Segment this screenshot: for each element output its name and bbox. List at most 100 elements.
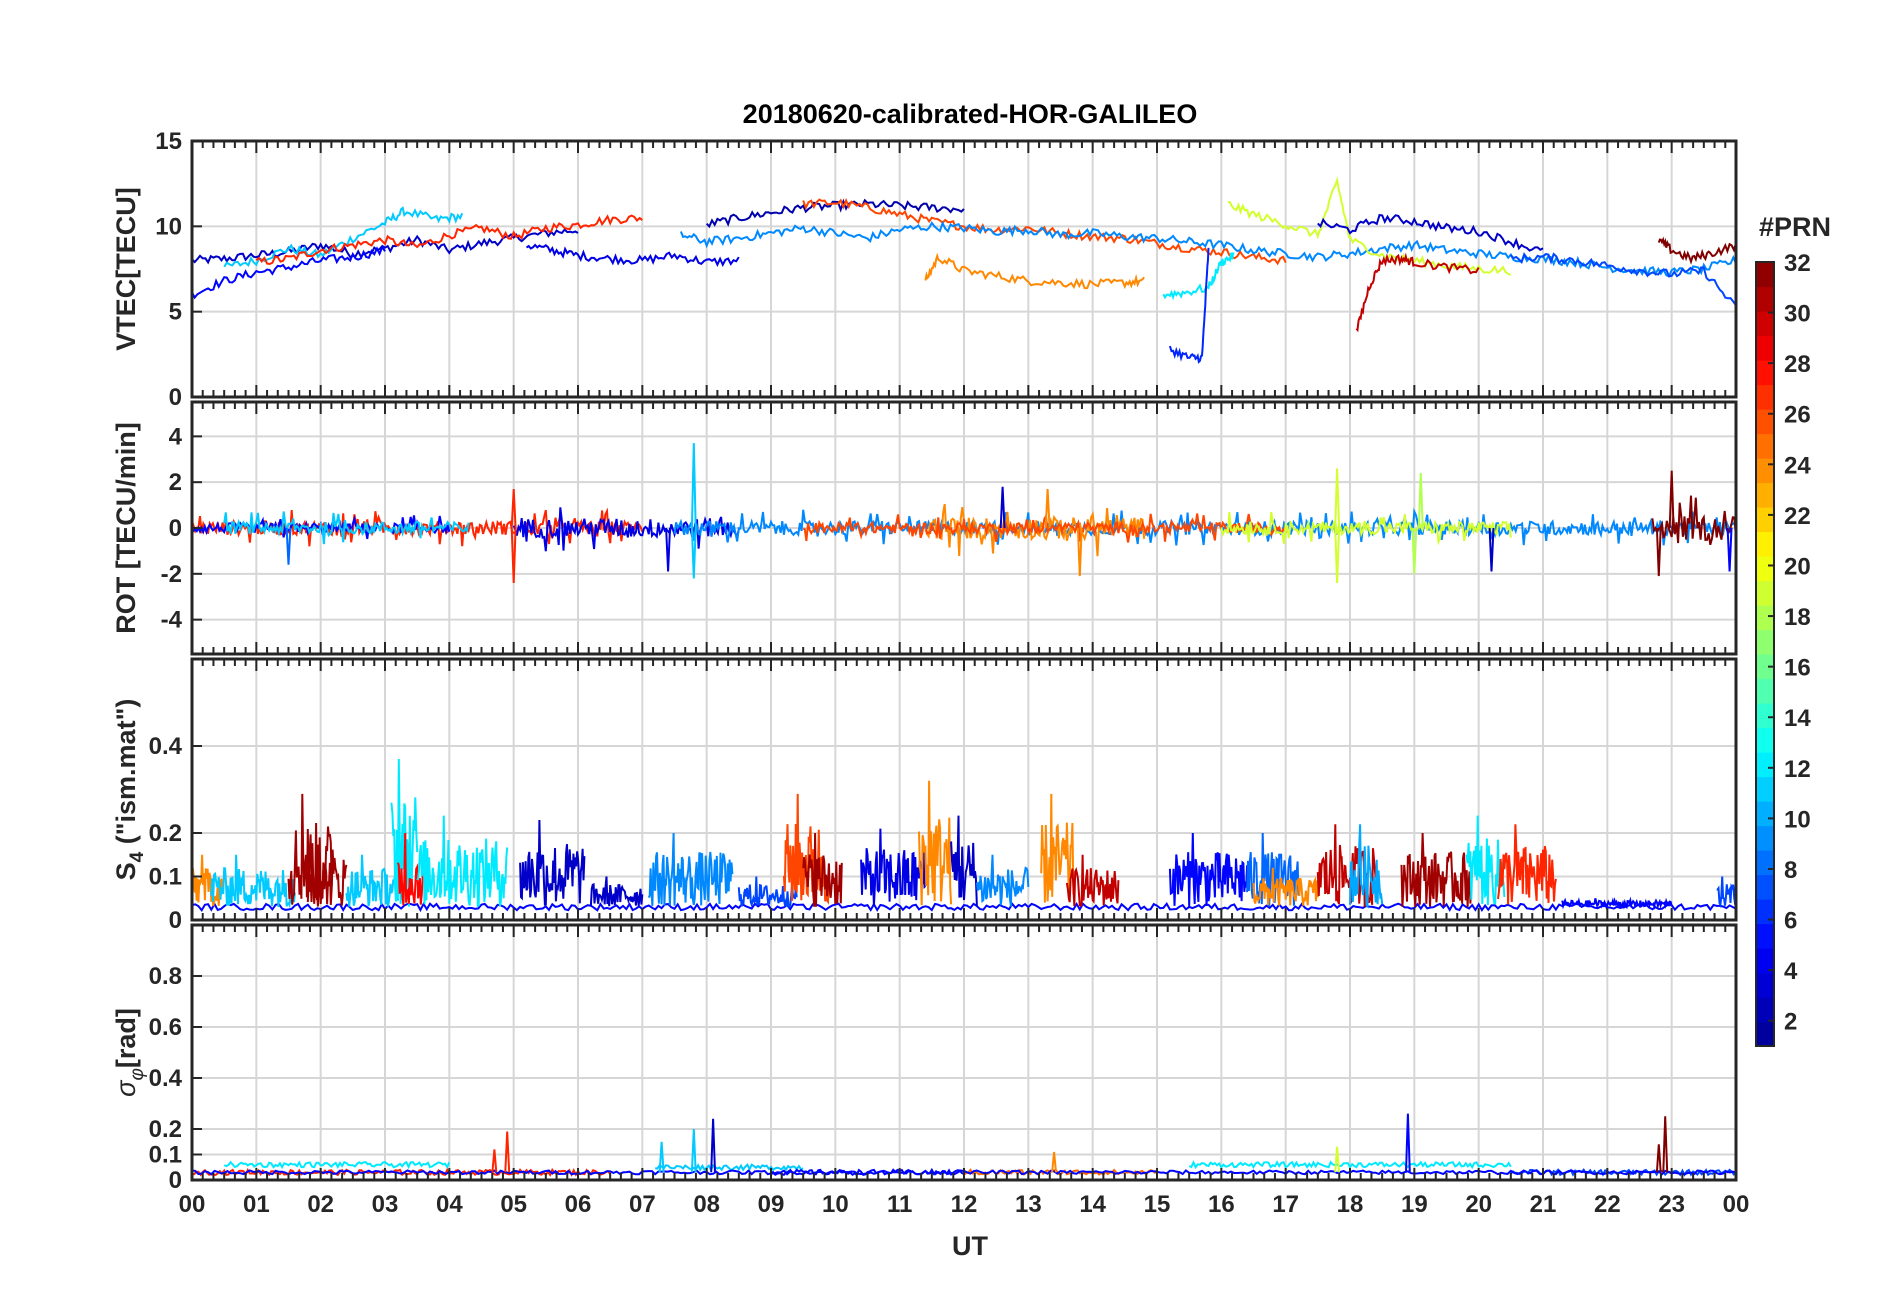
colorbar-tick-label: 18	[1784, 604, 1811, 631]
y-tick-label: -2	[161, 561, 182, 588]
x-tick-label: 17	[1272, 1191, 1299, 1218]
x-tick-label: 01	[243, 1191, 270, 1218]
y-axis-label: σφ[rad]	[111, 1008, 148, 1097]
series-line	[1716, 876, 1736, 909]
spike	[1488, 527, 1495, 572]
colorbar-segment	[1756, 556, 1774, 582]
spike	[710, 1118, 716, 1173]
sigma-phi-panel: 00.10.2 0.4 0.6 0.8σφ[rad]	[111, 923, 1738, 1194]
series-line	[306, 837, 348, 907]
spike	[504, 1131, 511, 1173]
series-line	[924, 252, 1145, 290]
grid	[192, 925, 1736, 1180]
spike	[510, 489, 517, 529]
spike	[1726, 527, 1733, 572]
spike	[1334, 1146, 1341, 1173]
spike	[1044, 489, 1051, 529]
series-line	[525, 243, 740, 267]
colorbar-segment	[1756, 605, 1774, 631]
series-line	[1465, 815, 1506, 906]
y-tick-label: 0.4	[149, 1065, 183, 1092]
series-line	[860, 828, 927, 907]
x-tick-label: 06	[565, 1191, 592, 1218]
series-line	[1497, 824, 1557, 905]
x-tick-label: 00	[179, 1191, 206, 1218]
colorbar-tick-label: 16	[1784, 655, 1811, 682]
x-tick-labels: 00 01 02 03 04 05 06 07 08 09 10 11 12 13 14 15 16 17 18 19…	[179, 1191, 1750, 1218]
x-tick-label: 16	[1208, 1191, 1235, 1218]
series-line	[210, 854, 296, 909]
x-tick-label: 11	[887, 1191, 912, 1218]
x-tick-label: 12	[951, 1191, 978, 1218]
x-minor-ticks	[191, 402, 1737, 654]
x-tick-label: 03	[372, 1191, 399, 1218]
x-tick-label: 07	[629, 1191, 656, 1218]
series-line	[223, 206, 464, 268]
series-line	[1400, 832, 1474, 907]
spike	[690, 443, 697, 529]
vtec-panel: 0 5 10 15 VTEC[TECU]	[111, 128, 1738, 411]
colorbar-segment	[1756, 311, 1774, 337]
y-tick-label: 0	[169, 907, 182, 934]
series-line	[223, 1160, 451, 1170]
colorbar-tick-label: 12	[1784, 756, 1811, 783]
colorbar-tick-label: 32	[1784, 250, 1811, 277]
series-line	[519, 819, 586, 906]
series-line	[1065, 854, 1120, 908]
series-line	[589, 876, 644, 907]
colorbar-tick-label: 24	[1784, 452, 1811, 479]
series-line	[802, 832, 843, 907]
colorbar-segment	[1756, 286, 1774, 312]
series-line	[1162, 252, 1235, 301]
colorbar-segment	[1756, 850, 1774, 876]
colorbar-tick-label: 2	[1784, 1009, 1797, 1036]
x-tick-label: 20	[1465, 1191, 1492, 1218]
spike	[1334, 527, 1341, 584]
series-line	[1227, 176, 1512, 276]
series-line	[1349, 824, 1384, 909]
y-axis-label: ROT [TECU/min]	[111, 422, 141, 633]
colorbar-segment	[1756, 384, 1774, 410]
y-tick-label: 0.1	[149, 864, 182, 891]
x-tick-label: 10	[822, 1191, 849, 1218]
series-line	[192, 244, 386, 300]
colorbar-segment	[1756, 335, 1774, 361]
x-tick-label: 23	[1658, 1191, 1685, 1218]
colorbar-segment	[1756, 654, 1774, 680]
series-line	[255, 214, 643, 266]
spike	[1051, 1151, 1057, 1173]
series-line	[802, 197, 1287, 266]
series-line	[390, 758, 419, 907]
data-layer	[192, 758, 1736, 913]
spike	[1411, 527, 1418, 574]
colorbar-label: #PRN	[1759, 212, 1831, 242]
x-minor-ticks	[191, 659, 1737, 920]
series-line	[1355, 252, 1480, 333]
spike	[510, 527, 517, 584]
x-tick-label: 05	[500, 1191, 527, 1218]
y-tick-label: 0.8	[149, 963, 182, 990]
colorbar-segment	[1756, 727, 1774, 753]
spike	[1076, 527, 1083, 577]
spike	[1655, 1144, 1662, 1173]
y-tick-label: 2	[169, 469, 182, 496]
series-line	[1168, 247, 1210, 364]
y-tick-label: 4	[169, 423, 183, 450]
spike	[665, 527, 671, 572]
colorbar-segment	[1756, 752, 1774, 778]
x-tick-label: 14	[1079, 1191, 1106, 1218]
x-tick-label: 04	[436, 1191, 463, 1218]
chart-title: 20180620-calibrated-HOR-GALILEO	[743, 99, 1198, 129]
y-tick-label: 0.4	[149, 733, 183, 760]
series-line	[770, 1167, 965, 1177]
spike	[999, 486, 1006, 529]
colorbar-segment	[1756, 458, 1774, 484]
y-axis-label: VTEC[TECU]	[111, 187, 141, 351]
colorbar-tick-label: 4	[1784, 958, 1798, 985]
spike	[658, 1141, 665, 1173]
colorbar-tick-label: 20	[1784, 553, 1811, 580]
colorbar-tick-label: 30	[1784, 301, 1811, 328]
colorbar-segment	[1756, 482, 1774, 508]
colorbar-segment	[1756, 629, 1774, 655]
